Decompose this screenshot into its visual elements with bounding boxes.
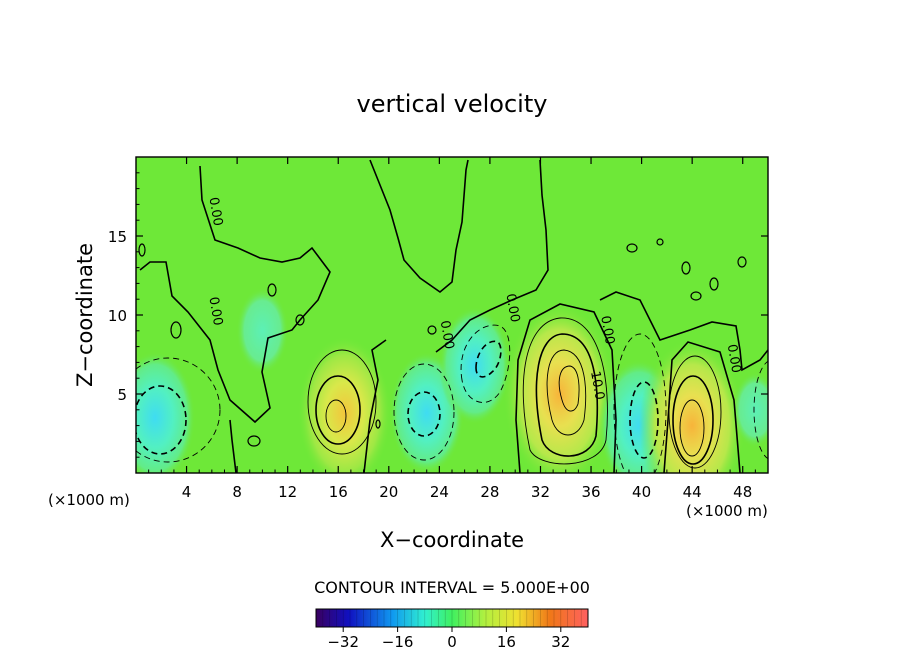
colorbar-tick-label: 0 [447,633,457,651]
colorbar-tick-label: 16 [497,633,516,651]
contour-neg-5 [136,357,221,463]
contour-labels: 0.00 0.00 0.00 0.00 0.00 0.00 10.0 [205,196,743,401]
x-tick-label: 32 [531,483,550,501]
contour-15 [679,399,705,457]
contour-5 [668,355,722,469]
small-contour [247,435,261,447]
field-cell-8 [732,372,768,448]
x-tick-label: 48 [733,483,752,501]
zero-contour [229,419,237,473]
small-contour [267,283,277,297]
small-contour [656,238,664,246]
small-contour [737,256,747,268]
small-contour [709,277,719,291]
field-cell-0 [136,351,196,473]
x-unit-left: (×1000 m) [48,491,130,509]
x-tick-label: 4 [182,483,192,501]
contour-interval-label: CONTOUR INTERVAL = 5.000E+00 [314,578,590,597]
contour-label: 0.00 [205,296,225,327]
y-tick-label: 15 [108,228,127,246]
contour-10 [672,375,714,465]
field-cell-4 [439,306,511,425]
plot-area: 0.00 0.00 0.00 0.00 0.00 0.00 10.0 [136,157,768,473]
x-tick-label: 16 [329,483,348,501]
zero-contour [663,341,741,473]
contour-label: 0.00 [502,293,522,324]
x-unit-right: (×1000 m) [686,502,768,520]
x-axis-label: X−coordinate [380,528,524,552]
contour-neg-10 [136,385,187,455]
small-contour [690,291,702,301]
zero-contour [369,159,469,294]
x-tick-label: 12 [278,483,297,501]
chart-title: vertical velocity [357,90,548,118]
x-tick-label: 24 [430,483,449,501]
contour-label: 0.00 [205,196,225,227]
field-cell-2 [297,336,392,473]
contour-neg-10 [629,381,659,459]
y-tick-label: 5 [117,386,127,404]
contour-neg-5 [613,333,667,473]
small-contour [427,325,437,335]
x-tick-label: 44 [683,483,702,501]
contour-neg-10 [407,391,441,437]
colorbar-tick-label: 32 [551,633,570,651]
contour-5 [307,349,377,455]
zero-contour [363,339,387,473]
zero-contour [139,165,331,424]
zero-contour [599,291,768,372]
contour-15 [546,349,587,436]
small-contour [170,321,182,339]
x-tick-label: 36 [581,483,600,501]
x-tick-label: 40 [632,483,651,501]
small-contour [375,419,381,429]
contour-10 [315,375,361,445]
contour-neg-10 [475,340,502,378]
x-tick-label: 28 [480,483,499,501]
colorbar-segments [322,609,582,627]
colorbar-tick-label: −16 [382,633,414,651]
contour-20 [558,365,580,412]
field-cell-1 [236,287,289,374]
contour-label: 0.00 [437,319,457,350]
contour-label: 0.00 [724,343,744,374]
x-tick-label: 8 [232,483,242,501]
contour-10 [535,333,599,457]
contour-lines [136,159,768,473]
small-contour [138,243,146,257]
y-axis-label: Z−coordinate [73,243,97,387]
contour-5 [522,317,608,465]
contour-neg-5 [393,363,455,461]
contour-neg-5 [753,360,768,460]
contour-label: 10.0 [587,370,607,401]
contour-label: 0.00 [597,315,617,346]
small-contour [681,261,691,275]
contour-neg-5 [460,324,511,403]
small-contour [626,243,638,253]
small-contour [295,314,305,326]
field-blobs [136,287,768,473]
y-tick-label: 10 [108,307,127,325]
colorbar-ticks: −32 −16 0 16 32 [327,627,570,651]
contour-15 [325,399,347,433]
colorbar-tick-label: −32 [327,633,359,651]
x-tick-label: 20 [379,483,398,501]
zero-contour [435,159,549,353]
field-cell-7 [638,338,746,473]
